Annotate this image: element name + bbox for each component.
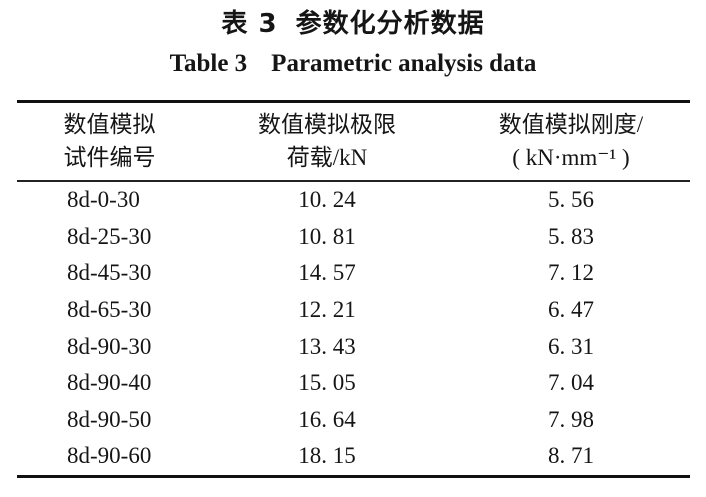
stiffness-cell: 7. 04 [548, 370, 594, 396]
table-row: 8d-90-30 13. 43 6. 31 [17, 328, 690, 365]
stiffness-cell: 5. 56 [548, 187, 594, 213]
header-line: 数值模拟刚度/ [498, 112, 644, 137]
table-caption: 表 3 参数化分析数据 Table 3 Parametric analysis da… [0, 7, 706, 80]
specimen-id-cell: 8d-45-30 [67, 260, 152, 286]
table-row: 8d-0-30 10. 24 5. 56 [17, 182, 690, 219]
header-line: 数值模拟 [63, 112, 156, 137]
table-row: 8d-90-50 16. 64 7. 98 [17, 402, 690, 439]
header-line: 试件编号 [63, 145, 156, 170]
load-cell: 15. 05 [298, 370, 356, 396]
stiffness-cell: 6. 31 [548, 333, 594, 359]
header-line: 数值模拟极限 [258, 112, 396, 137]
parametric-analysis-table: 数值模拟 试件编号 数值模拟极限 荷载/kN 数值模拟刚度/ ( kN·mm⁻¹… [17, 100, 690, 478]
caption-english: Table 3 Parametric analysis data [0, 48, 706, 80]
table-row: 8d-90-60 18. 15 8. 71 [17, 438, 690, 475]
specimen-id-cell: 8d-90-60 [67, 443, 152, 469]
header-stiffness: 数值模拟刚度/ ( kN·mm⁻¹ ) [452, 108, 690, 174]
header-line: ( kN·mm⁻¹ ) [512, 145, 630, 170]
table-row: 8d-65-30 12. 21 6. 47 [17, 292, 690, 329]
stiffness-cell: 8. 71 [548, 443, 594, 469]
specimen-id-cell: 8d-90-50 [67, 406, 152, 432]
table-body: 8d-0-30 10. 24 5. 56 8d-25-30 10. 81 5. … [17, 182, 690, 475]
header-ultimate-load: 数值模拟极限 荷载/kN [202, 108, 452, 174]
specimen-id-cell: 8d-90-30 [67, 333, 152, 359]
load-cell: 13. 43 [298, 333, 356, 359]
load-cell: 14. 57 [298, 260, 356, 286]
caption-en-title: Parametric analysis data [271, 50, 537, 77]
stiffness-cell: 5. 83 [548, 223, 594, 249]
table-header-row: 数值模拟 试件编号 数值模拟极限 荷载/kN 数值模拟刚度/ ( kN·mm⁻¹… [17, 103, 690, 182]
load-cell: 10. 81 [298, 223, 356, 249]
load-cell: 18. 15 [298, 443, 356, 469]
table-row: 8d-45-30 14. 57 7. 12 [17, 255, 690, 292]
stiffness-cell: 7. 12 [548, 260, 594, 286]
header-specimen-id: 数值模拟 试件编号 [17, 108, 202, 174]
caption-chinese: 表 3 参数化分析数据 [0, 7, 706, 41]
caption-zh-title: 参数化分析数据 [295, 9, 485, 39]
caption-zh-label: 表 3 [221, 9, 278, 39]
specimen-id-cell: 8d-65-30 [67, 297, 152, 323]
specimen-id-cell: 8d-0-30 [67, 187, 140, 213]
specimen-id-cell: 8d-90-40 [67, 370, 152, 396]
caption-en-label: Table 3 [169, 50, 248, 77]
load-cell: 10. 24 [298, 187, 356, 213]
stiffness-cell: 7. 98 [548, 406, 594, 432]
stiffness-cell: 6. 47 [548, 297, 594, 323]
table-row: 8d-25-30 10. 81 5. 83 [17, 219, 690, 256]
paper-table-page: { "caption": { "zh_label": "表 3", "zh_ti… [0, 7, 706, 497]
specimen-id-cell: 8d-25-30 [67, 223, 152, 249]
load-cell: 12. 21 [298, 297, 356, 323]
table-row: 8d-90-40 15. 05 7. 04 [17, 365, 690, 402]
load-cell: 16. 64 [298, 406, 356, 432]
header-line: 荷载/kN [286, 145, 368, 170]
